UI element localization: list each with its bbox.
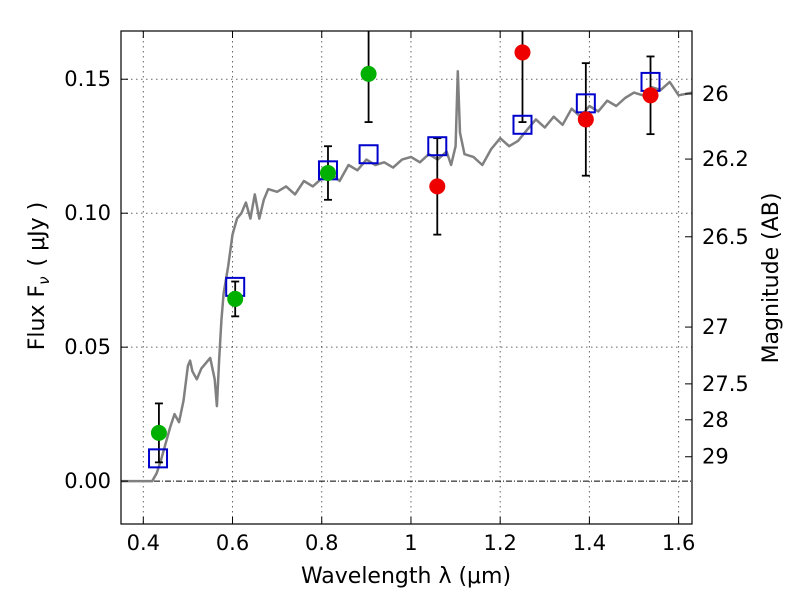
y-axis-ticks: 0.00 0.05 0.10 0.15 xyxy=(64,67,128,493)
data-point xyxy=(227,290,244,307)
data-point xyxy=(150,424,167,441)
y-tick-label: 0.15 xyxy=(64,67,111,91)
sed-curve xyxy=(121,69,693,483)
magnitude-tick-label: 26 xyxy=(702,82,729,106)
data-point xyxy=(577,111,594,128)
x-tick-label: 1.4 xyxy=(573,531,606,555)
y-axis-title-main: Flux F xyxy=(25,285,50,350)
model-square xyxy=(512,114,533,135)
sed-line xyxy=(121,69,693,483)
magnitude-tick-label: 26.2 xyxy=(702,147,749,171)
magnitude-tick-label: 27 xyxy=(702,315,729,339)
magnitude-tick-label: 27.5 xyxy=(702,372,749,396)
y-tick-label: 0.05 xyxy=(64,335,111,359)
plot-frame xyxy=(120,30,693,525)
x-tick-label: 1 xyxy=(404,531,417,555)
x-tick-label: 0.8 xyxy=(305,531,338,555)
model-photometry-squares xyxy=(148,71,661,469)
observed-points xyxy=(150,44,659,441)
magnitude-axis-title: Magnitude (AB) xyxy=(759,193,784,364)
x-tick-label: 0.6 xyxy=(216,531,249,555)
y-axis-title-subscript: ν xyxy=(35,276,53,284)
y-tick-label: 0.00 xyxy=(64,469,111,493)
magnitude-tick-label: 29 xyxy=(702,445,729,469)
svg-text:Flux Fν( μJy ): Flux Fν ( μJy ) xyxy=(25,202,53,350)
grid xyxy=(121,31,692,524)
data-point xyxy=(429,178,446,195)
magnitude-tick-label: 28 xyxy=(702,408,729,432)
y-axis-title: Flux Fν ( μJy ) xyxy=(25,202,53,350)
data-point xyxy=(360,65,377,82)
x-tick-label: 1.2 xyxy=(483,531,516,555)
x-tick-label: 1.6 xyxy=(662,531,695,555)
x-tick-label: 0.4 xyxy=(127,531,160,555)
model-square xyxy=(427,136,448,157)
model-square xyxy=(148,448,169,469)
magnitude-axis-ticks: 26 26.2 26.5 27 27.5 28 29 xyxy=(685,82,749,469)
data-point xyxy=(514,44,531,61)
x-axis-title: Wavelength λ (μm) xyxy=(301,564,511,589)
y-tick-label: 0.10 xyxy=(64,201,111,225)
magnitude-tick-label: 26.5 xyxy=(702,225,749,249)
y-axis-title-unit: ( μJy ) xyxy=(25,202,50,267)
model-square xyxy=(358,144,379,165)
x-axis-ticks: 0.4 0.6 0.8 1 1.2 1.4 1.6 xyxy=(127,31,695,555)
data-point xyxy=(642,87,659,104)
data-point xyxy=(319,165,336,182)
